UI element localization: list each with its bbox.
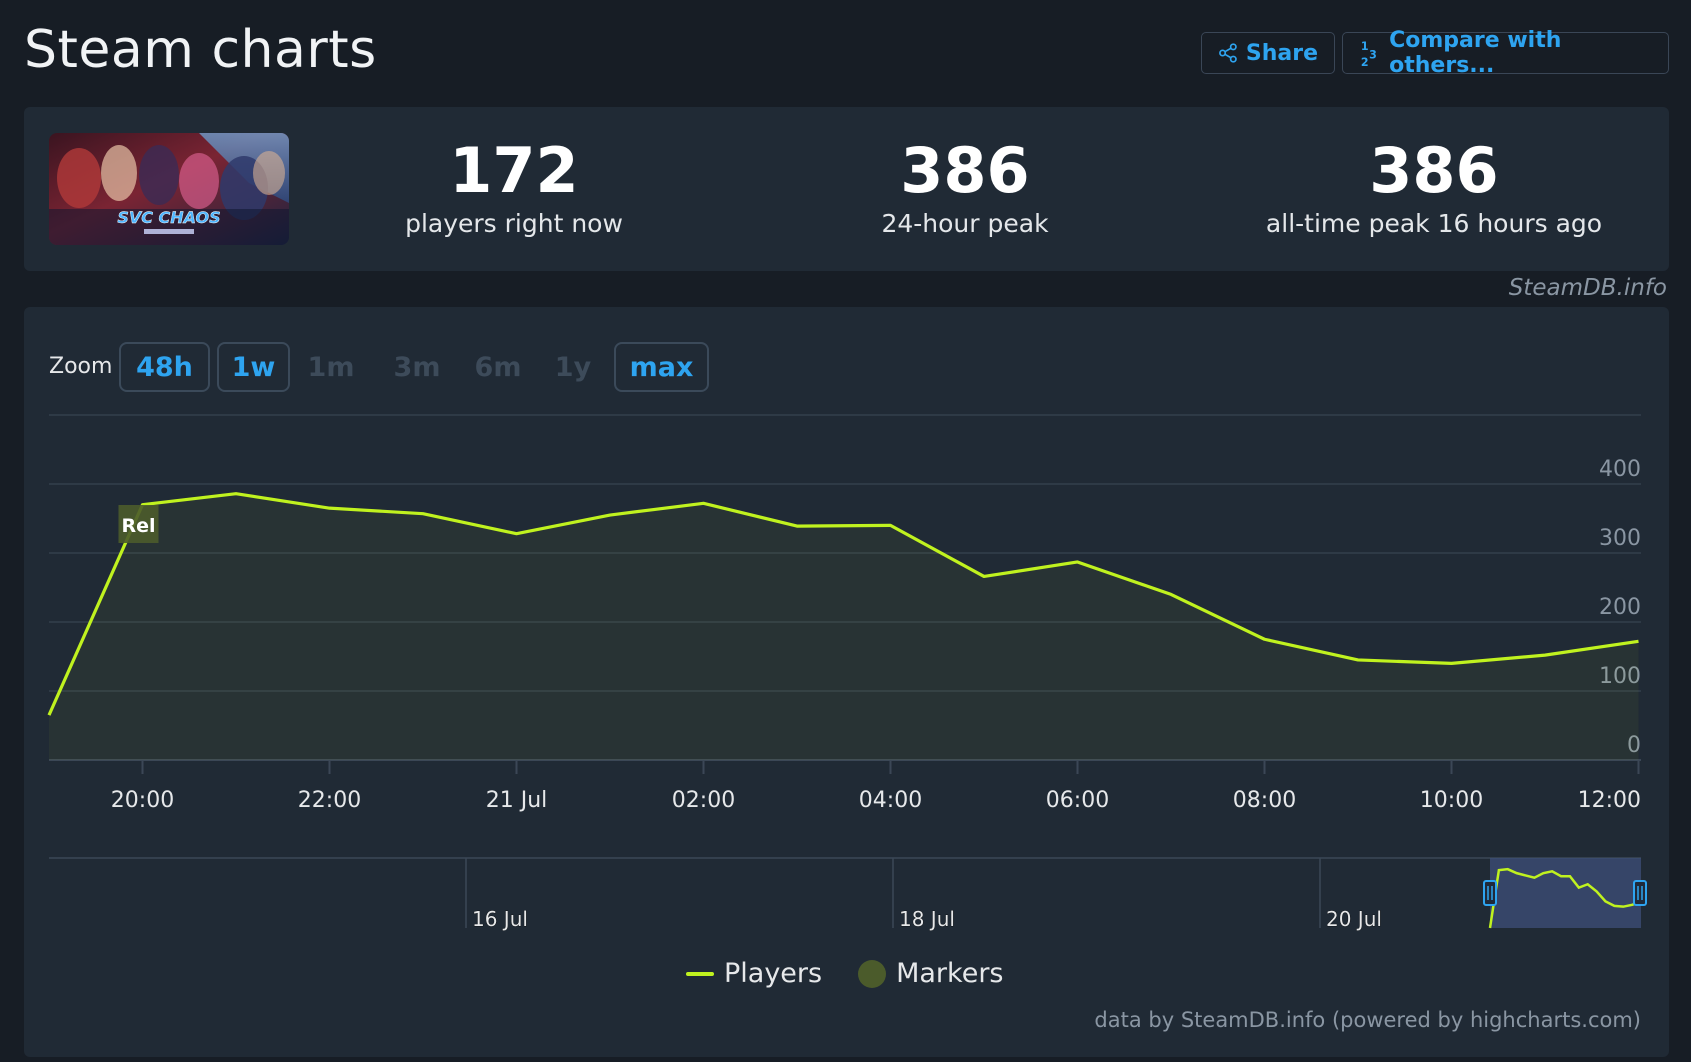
y-tick-label: 100 (1599, 664, 1641, 689)
y-tick-label: 200 (1599, 595, 1641, 620)
handle-body (1633, 880, 1647, 906)
svg-text:3: 3 (1369, 49, 1377, 62)
zoom-1w-button[interactable]: 1w (217, 342, 290, 392)
x-tick-label: 12:00 (1578, 788, 1641, 813)
x-tick-label: 02:00 (672, 788, 735, 813)
legend-players-label: Players (724, 958, 823, 989)
svg-text:2: 2 (1361, 56, 1369, 68)
x-tick-label: 08:00 (1233, 788, 1296, 813)
navigator-selection (1490, 858, 1641, 928)
share-icon (1219, 43, 1237, 63)
players-now-value: 172 (449, 134, 579, 207)
chart-credit[interactable]: data by SteamDB.info (powered by highcha… (1094, 1008, 1641, 1032)
zoom-max-button[interactable]: max (614, 342, 709, 392)
compare-label: Compare with others... (1389, 28, 1562, 78)
handle-body (1483, 880, 1497, 906)
x-tick-label: 21 Jul (486, 788, 548, 813)
share-label: Share (1245, 40, 1318, 66)
compare-button[interactable]: 1 3 2 Compare with others... (1342, 28, 1669, 78)
chart-legend: Players Markers (686, 958, 1040, 989)
navigator-date-label: 18 Jul (899, 907, 955, 931)
players-area (49, 493, 1639, 760)
stat-24h-peak: 386 24-hour peak (785, 134, 1145, 239)
peak-24h-label: 24-hour peak (881, 209, 1049, 239)
x-tick-label: 06:00 (1046, 788, 1109, 813)
share-button[interactable]: Share (1201, 32, 1335, 74)
navigator-date-label: 16 Jul (472, 907, 528, 931)
compare-numbers-icon: 1 3 2 (1361, 40, 1377, 68)
players-line-swatch (686, 971, 714, 976)
zoom-1m-button[interactable]: 1m (307, 351, 355, 383)
x-tick-label: 04:00 (859, 788, 922, 813)
all-time-peak-value: 386 (1369, 134, 1499, 207)
players-now-label: players right now (405, 209, 623, 239)
capsule-title: SVC CHAOS (117, 208, 220, 227)
y-tick-label: 300 (1599, 526, 1641, 551)
navigator-left-handle[interactable] (1483, 880, 1497, 906)
stat-players-now: 172 players right now (334, 134, 694, 239)
zoom-48h-button[interactable]: 48h (119, 342, 210, 392)
all-time-peak-label: all-time peak 16 hours ago (1265, 209, 1603, 239)
x-tick-label: 20:00 (111, 788, 174, 813)
zoom-3m-button[interactable]: 3m (393, 351, 441, 383)
players-line (47, 492, 1639, 716)
legend-markers-label: Markers (896, 958, 1004, 989)
svg-text:1: 1 (1361, 40, 1369, 53)
navigator-right-handle[interactable] (1633, 880, 1647, 906)
y-tick-label: 400 (1599, 457, 1641, 482)
stat-all-time-peak: 386 all-time peak 16 hours ago (1204, 134, 1664, 239)
zoom-label: Zoom (49, 354, 113, 379)
legend-item-markers[interactable]: Markers (858, 958, 1004, 989)
page-title: Steam charts (24, 20, 377, 80)
zoom-1y-button[interactable]: 1y (554, 351, 592, 383)
navigator-series-line (1488, 867, 1642, 929)
marker-label: Rel (121, 515, 155, 537)
markers-dot-swatch (858, 959, 887, 988)
legend-item-players[interactable]: Players (686, 958, 822, 989)
chart-panel (24, 307, 1669, 1057)
x-tick-label: 22:00 (298, 788, 361, 813)
y-tick-label: 0 (1627, 733, 1641, 758)
x-tick-label: 10:00 (1420, 788, 1483, 813)
player-summary: SVC CHAOS 172 players right now 386 24-h… (24, 107, 1669, 271)
peak-24h-value: 386 (900, 134, 1030, 207)
release-marker: Rel (118, 505, 159, 543)
marker-flag (118, 505, 159, 543)
navigator-date-label: 20 Jul (1326, 907, 1382, 931)
zoom-6m-button[interactable]: 6m (474, 351, 522, 383)
game-capsule-image[interactable]: SVC CHAOS (49, 133, 289, 245)
steamdb-credit[interactable]: SteamDB.info (1508, 275, 1667, 301)
